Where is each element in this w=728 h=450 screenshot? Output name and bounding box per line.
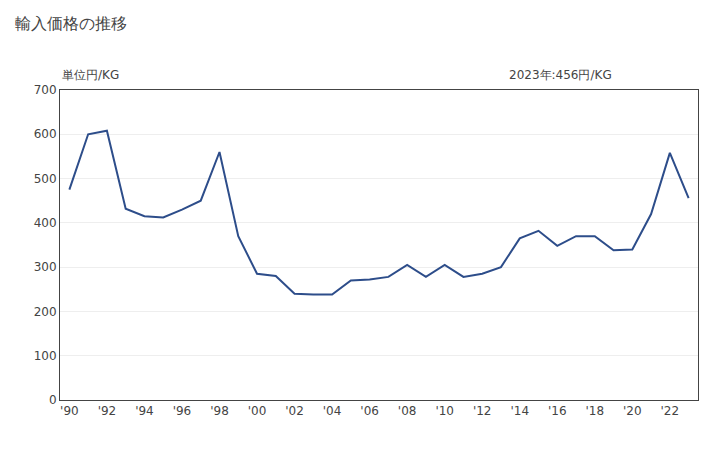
svg-text:'04: '04 xyxy=(323,404,342,418)
svg-text:'92: '92 xyxy=(98,404,117,418)
svg-text:'98: '98 xyxy=(210,404,229,418)
svg-text:300: 300 xyxy=(34,260,57,274)
svg-text:2023年:456円/KG: 2023年:456円/KG xyxy=(509,68,612,82)
svg-text:0: 0 xyxy=(49,393,57,407)
svg-text:'06: '06 xyxy=(360,404,379,418)
svg-text:700: 700 xyxy=(34,83,57,97)
svg-text:400: 400 xyxy=(34,216,57,230)
svg-text:200: 200 xyxy=(34,305,57,319)
svg-text:'90: '90 xyxy=(60,404,79,418)
svg-text:'94: '94 xyxy=(135,404,154,418)
svg-text:500: 500 xyxy=(34,172,57,186)
svg-text:単位円/KG: 単位円/KG xyxy=(62,68,119,82)
svg-text:'96: '96 xyxy=(173,404,192,418)
svg-text:'18: '18 xyxy=(586,404,605,418)
svg-text:'14: '14 xyxy=(510,404,529,418)
svg-text:'12: '12 xyxy=(473,404,492,418)
svg-text:'08: '08 xyxy=(398,404,417,418)
svg-text:'00: '00 xyxy=(248,404,267,418)
svg-text:'02: '02 xyxy=(285,404,304,418)
svg-text:'20: '20 xyxy=(623,404,642,418)
svg-text:600: 600 xyxy=(34,127,57,141)
svg-text:'22: '22 xyxy=(661,404,680,418)
svg-text:'16: '16 xyxy=(548,404,567,418)
svg-text:輸入価格の推移: 輸入価格の推移 xyxy=(15,14,127,33)
svg-text:100: 100 xyxy=(34,349,57,363)
svg-text:'10: '10 xyxy=(435,404,454,418)
